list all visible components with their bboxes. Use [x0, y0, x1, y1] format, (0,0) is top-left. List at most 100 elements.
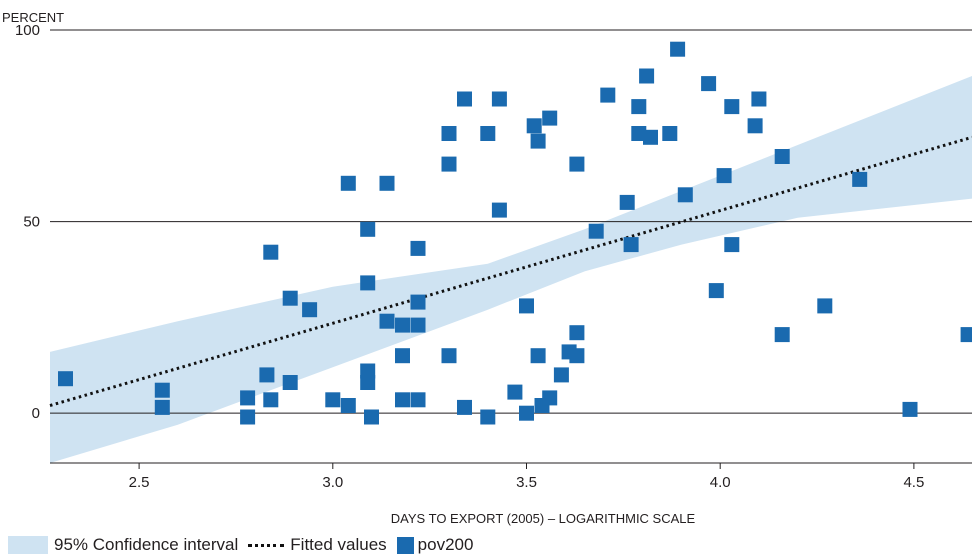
- data-point: [457, 91, 472, 107]
- scatter-chart: 0 50 100 2.5 3.0 3.5 4.0 4.5 PERCENT DAYS TO EX…: [2, 10, 972, 526]
- data-point: [240, 390, 256, 406]
- data-point: [708, 283, 724, 299]
- legend-item-fitted-values: Fitted values: [248, 535, 387, 555]
- data-point: [491, 91, 507, 107]
- data-point: [154, 382, 170, 398]
- data-point: [491, 202, 507, 218]
- data-point: [325, 392, 341, 408]
- data-point: [58, 371, 73, 387]
- x-tick-label: 3.5: [516, 474, 537, 491]
- data-point: [240, 409, 256, 425]
- data-point: [395, 348, 410, 364]
- data-point: [282, 375, 298, 390]
- data-point: [774, 149, 790, 164]
- data-point: [619, 194, 635, 210]
- data-point: [480, 409, 496, 425]
- gridlines-layer: [50, 29, 972, 469]
- tick-labels-layer: 0 50 100 2.5 3.0 3.5 4.0 4.5: [15, 22, 924, 491]
- data-point: [902, 401, 918, 417]
- data-point: [441, 348, 457, 364]
- data-point: [410, 392, 426, 408]
- data-point: [263, 392, 279, 408]
- data-point: [852, 171, 868, 187]
- data-point: [747, 118, 763, 134]
- data-point: [360, 221, 376, 237]
- data-point: [457, 399, 472, 415]
- data-point: [569, 325, 585, 341]
- data-point: [340, 175, 356, 191]
- data-point: [631, 126, 647, 141]
- data-point: [542, 110, 558, 126]
- x-axis-title: DAYS TO EXPORT (2005) – LOGARITHMIC SCAL…: [391, 511, 696, 526]
- data-point: [282, 290, 298, 306]
- data-point: [639, 68, 655, 84]
- legend-item-pov200: pov200: [396, 535, 474, 555]
- legend-item-confidence-interval: 95% Confidence interval: [8, 535, 238, 555]
- data-point: [569, 156, 585, 172]
- legend-label-confidence-interval: 95% Confidence interval: [54, 535, 239, 554]
- data-point: [410, 294, 426, 310]
- data-point: [774, 327, 790, 343]
- data-point: [677, 187, 693, 203]
- data-point: [259, 367, 275, 383]
- data-point: [701, 76, 717, 92]
- data-point: [154, 399, 170, 415]
- data-point: [263, 244, 279, 260]
- data-point: [507, 384, 523, 400]
- point-swatch: [396, 536, 414, 554]
- data-point: [480, 126, 496, 141]
- data-point: [569, 348, 585, 364]
- legend: 95% Confidence interval Fitted values po…: [8, 534, 483, 556]
- data-point: [542, 390, 558, 406]
- data-point: [600, 87, 616, 103]
- data-point: [364, 409, 379, 425]
- data-point: [670, 41, 686, 57]
- confidence-band-layer: [50, 76, 972, 463]
- data-point: [395, 392, 410, 408]
- data-point: [643, 129, 658, 145]
- legend-label-pov200: pov200: [417, 535, 474, 554]
- data-point: [716, 168, 732, 184]
- legend-label-fitted-values: Fitted values: [290, 535, 387, 554]
- data-point: [441, 156, 457, 172]
- data-point: [379, 175, 395, 191]
- y-tick-label: 0: [32, 405, 40, 422]
- data-point: [519, 405, 534, 421]
- data-point: [817, 298, 833, 314]
- data-point: [724, 237, 740, 253]
- confidence-band: [50, 76, 972, 463]
- data-point: [530, 348, 546, 364]
- data-point: [553, 367, 569, 383]
- data-point: [623, 237, 639, 253]
- data-point: [519, 298, 534, 314]
- data-point: [662, 126, 678, 141]
- data-point: [410, 317, 426, 333]
- confidence-interval-swatch: [8, 536, 48, 554]
- x-tick-label: 4.0: [710, 474, 731, 491]
- x-tick-label: 4.5: [903, 474, 924, 491]
- data-point: [395, 317, 410, 333]
- fitted-line: [49, 135, 972, 407]
- data-point: [441, 126, 457, 141]
- data-point: [360, 363, 376, 379]
- data-point: [302, 302, 318, 318]
- data-point: [379, 313, 395, 329]
- fitted-line-swatch: [248, 543, 285, 547]
- data-point: [340, 398, 356, 413]
- data-point: [751, 91, 767, 107]
- data-point: [530, 133, 546, 149]
- x-tick-label: 3.0: [322, 474, 343, 491]
- y-axis-title: PERCENT: [2, 10, 64, 25]
- data-point: [360, 375, 376, 390]
- y-tick-label: 100: [15, 22, 40, 39]
- data-point: [410, 240, 426, 256]
- data-points-layer: [58, 41, 972, 425]
- data-point: [526, 118, 542, 134]
- data-point: [631, 99, 647, 115]
- y-tick-label: 50: [23, 214, 40, 231]
- x-tick-label: 2.5: [129, 474, 150, 491]
- data-point: [588, 223, 604, 239]
- fitted-line-layer: [49, 135, 972, 407]
- data-point: [360, 275, 376, 291]
- data-point: [960, 327, 972, 343]
